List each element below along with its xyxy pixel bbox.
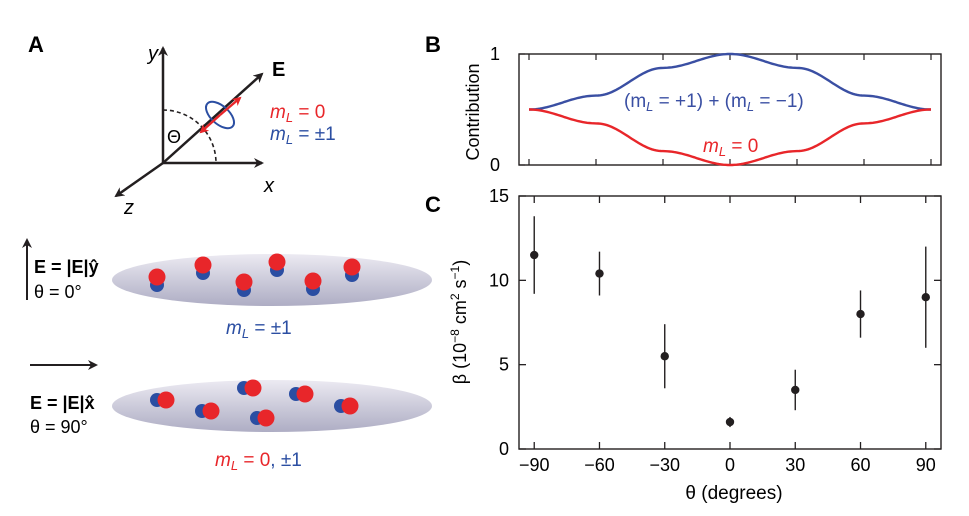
atom-red-lobe [157, 391, 175, 409]
panel-c-points [530, 216, 930, 428]
panel-c-xtick-label: −90 [519, 455, 550, 475]
data-point [595, 251, 604, 296]
panel-b-ytick-1: 1 [490, 44, 500, 64]
panel-c-xlabel: θ (degrees) [685, 483, 782, 504]
row1-equation: E = |E|ŷ [34, 257, 99, 277]
row2-theta: θ = 90° [30, 417, 88, 437]
atom-red-lobe [235, 273, 253, 291]
panel-letter-a: A [28, 32, 44, 57]
axis-label-z: z [123, 197, 134, 219]
panel-b-label-ml-pm: (mL = +1) + (mL = −1) [624, 91, 804, 114]
point-marker [921, 293, 930, 302]
point-marker [530, 250, 539, 260]
atom-horizontal [237, 379, 262, 397]
data-point [660, 324, 669, 389]
atom-horizontal [289, 385, 314, 403]
panel-c-xtick-label: 90 [916, 455, 936, 475]
point-marker [595, 269, 604, 278]
ml-zero-label: mL = 0 [270, 102, 325, 125]
atom-red-lobe [202, 402, 220, 420]
axis-label-y: y [146, 43, 159, 65]
row1-ml-label: mL = ±1 [226, 318, 292, 341]
point-marker [660, 352, 669, 361]
atom-red-lobe [194, 256, 212, 274]
atom-red-lobe [343, 258, 361, 276]
panel-c-ytick-label: 5 [499, 355, 509, 375]
data-point [725, 416, 735, 428]
z-axis-arrow [114, 161, 164, 198]
panel-c-xtick-label: −30 [649, 455, 680, 475]
red-arrow-up [219, 96, 242, 116]
panel-c-ytick-label: 10 [489, 270, 509, 290]
panel-c-xtick-label: −60 [584, 455, 615, 475]
atom-red-lobe [296, 385, 314, 403]
field-label-e: E [272, 59, 285, 81]
panel-c-ytick-label: 15 [489, 186, 509, 206]
data-point [530, 216, 539, 294]
panel-c-xtick-label: 0 [725, 455, 735, 475]
panel-letter-c: C [425, 192, 441, 217]
series-line-ml-zero [529, 108, 931, 167]
atom-vertical [194, 256, 212, 280]
row1-theta: θ = 0° [34, 282, 82, 302]
data-point [856, 290, 865, 338]
atom-vertical [148, 268, 166, 292]
data-point [791, 369, 800, 411]
atom-vertical [235, 273, 253, 297]
theta-arc [162, 109, 217, 164]
row2-trap-ellipse [112, 380, 432, 432]
panel-c-xtick-label: 30 [785, 455, 805, 475]
panel-b-ytick-0: 0 [490, 155, 500, 175]
row2-equation: E = |E|x̂ [30, 393, 95, 413]
panel-c-ylabel: β (10−8 cm2 s−1) [448, 260, 470, 384]
atom-vertical [304, 272, 322, 296]
panel-letter-b: B [425, 32, 441, 57]
panel-c-xtick-label: 60 [850, 455, 870, 475]
row2-atoms [150, 379, 359, 427]
data-point [921, 246, 930, 348]
series-line-ml-pm [529, 52, 931, 111]
panel-c-chart: −90 −60 −30 0 30 60 90 0 5 10 15 [489, 186, 942, 475]
panel-c-ticks: −90 −60 −30 0 30 60 90 0 5 10 15 [489, 186, 941, 475]
point-marker [856, 309, 865, 319]
atom-vertical [343, 258, 361, 282]
panel-b-chart [518, 52, 942, 167]
panel-b-label-ml-zero: mL = 0 [703, 136, 758, 159]
point-marker [791, 385, 800, 395]
row2-ml-label: mL = 0, ±1 [215, 450, 302, 473]
axis-label-x: x [263, 175, 275, 197]
atom-red-lobe [268, 253, 286, 271]
field-vector-arrow [162, 72, 264, 164]
atom-red-lobe [257, 409, 275, 427]
panel-b-ylabel: Contribution [463, 63, 483, 160]
atom-horizontal [195, 402, 220, 420]
ml-pm-label: mL = ±1 [270, 124, 336, 147]
theta-label: Θ [167, 127, 181, 147]
atom-red-lobe [341, 397, 359, 415]
atom-horizontal [250, 409, 275, 427]
polarization-glyph [199, 96, 242, 134]
atom-red-lobe [304, 272, 322, 290]
panel-c-frame [518, 195, 942, 450]
point-marker [725, 417, 735, 427]
coordinate-axes [114, 46, 264, 198]
atom-horizontal [334, 397, 359, 415]
panel-c-ytick-label: 0 [499, 439, 509, 459]
row1-atoms [148, 253, 361, 297]
red-arrow-down [199, 114, 221, 134]
atom-vertical [268, 253, 286, 277]
atom-horizontal [150, 391, 175, 409]
atom-red-lobe [148, 268, 166, 286]
atom-red-lobe [244, 379, 262, 397]
